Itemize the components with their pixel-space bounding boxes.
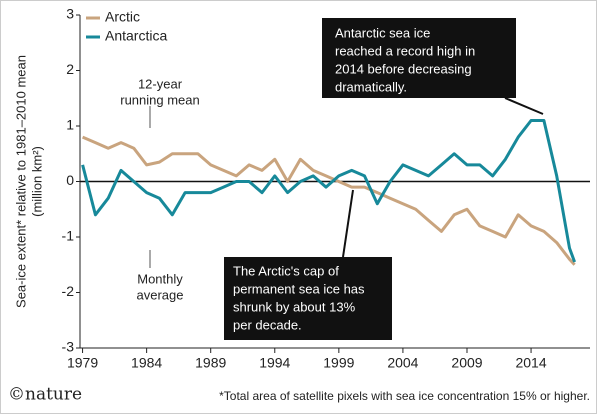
annotation: Antarctic sea ice xyxy=(335,25,430,40)
x-tick-label: 2004 xyxy=(387,355,418,371)
x-tick-label: 1989 xyxy=(195,355,226,371)
annotation: reached a record high in xyxy=(335,43,475,58)
annotation: per decade. xyxy=(233,317,302,332)
credit: ©nature xyxy=(8,385,82,405)
callout-box xyxy=(322,18,516,98)
y-tick-label: 3 xyxy=(66,6,74,22)
y-tick-label: 2 xyxy=(66,61,74,77)
x-tick-label: 1984 xyxy=(131,355,162,371)
annotation: The Arctic's cap of xyxy=(233,263,339,278)
y-axis-label: (million km²) xyxy=(29,146,44,217)
y-tick-label: -1 xyxy=(62,228,75,244)
annotation: 12-year xyxy=(138,76,183,91)
annotation: Monthly xyxy=(137,271,183,286)
y-axis-label: Sea-ice extent* relative to 1981–2010 me… xyxy=(13,55,28,308)
annotation: 2014 before decreasing xyxy=(335,61,472,76)
y-tick-label: 1 xyxy=(66,117,74,133)
callout-pointer xyxy=(504,97,544,115)
series-line xyxy=(82,135,576,266)
annotation: shrunk by about 13% xyxy=(233,299,356,314)
y-tick-label: -3 xyxy=(62,339,75,355)
series-line xyxy=(81,119,577,263)
x-tick-label: 2014 xyxy=(515,355,546,371)
x-tick-label: 2009 xyxy=(451,355,482,371)
annotation: average xyxy=(137,287,184,302)
x-tick-label: 1979 xyxy=(67,355,98,371)
y-tick-label: -2 xyxy=(62,283,75,299)
legend-label: Arctic xyxy=(105,9,140,25)
x-tick-label: 1999 xyxy=(323,355,354,371)
callout-box xyxy=(224,257,392,340)
legend-label: Antarctica xyxy=(105,28,167,44)
annotation: permanent sea ice has xyxy=(233,281,365,296)
annotation: dramatically. xyxy=(335,79,407,94)
callout-pointer xyxy=(342,189,354,258)
x-tick-label: 1994 xyxy=(259,355,290,371)
y-tick-label: 0 xyxy=(66,172,74,188)
footnote: *Total area of satellite pixels with sea… xyxy=(219,389,590,403)
annotation: running mean xyxy=(120,92,200,107)
